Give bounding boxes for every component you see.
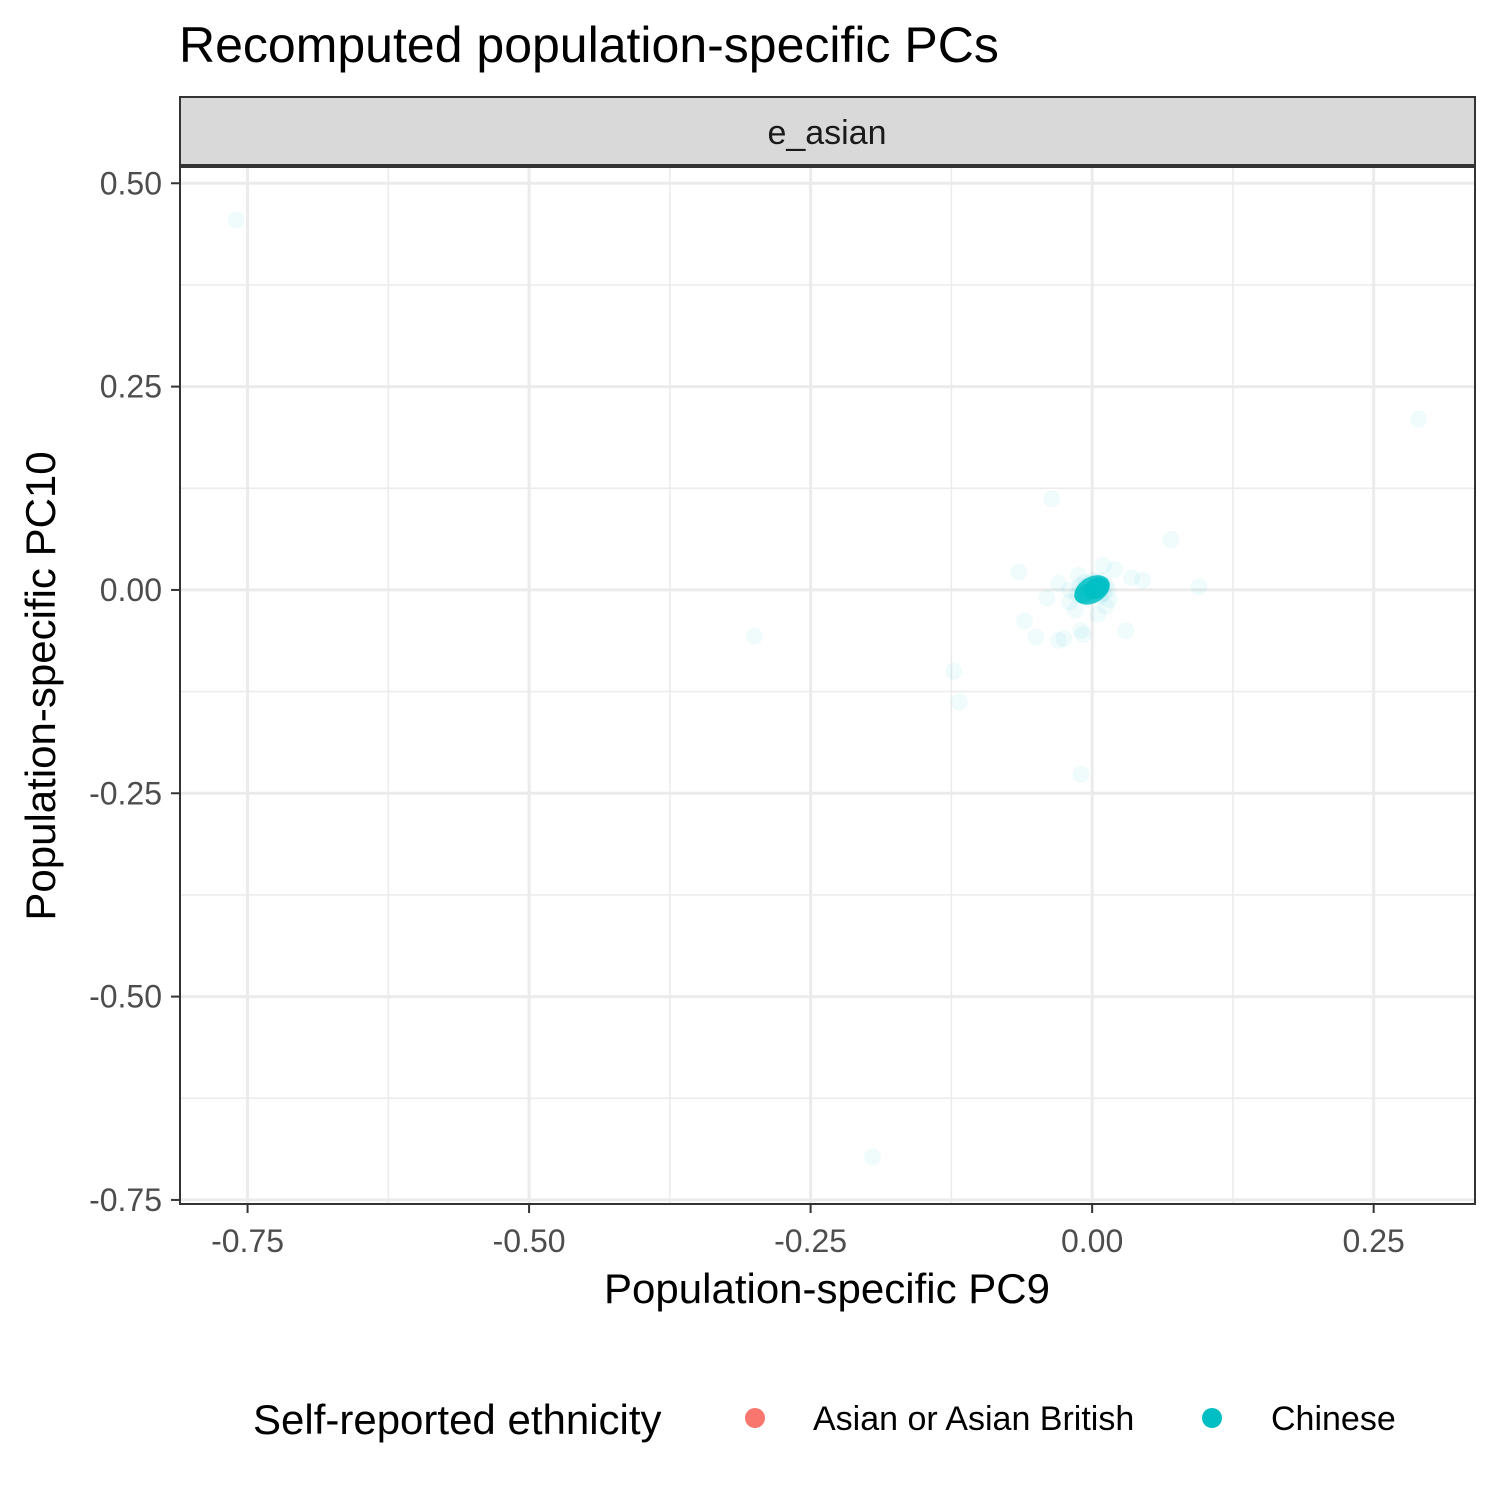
data-point [745,627,763,645]
facet-strip [179,96,1476,166]
data-point [1162,531,1180,549]
data-point [1010,563,1028,581]
data-point [1072,622,1090,640]
data-point [1027,628,1045,646]
legend-key-asian-or-asian-british [745,1408,765,1428]
data-point [1055,630,1073,648]
data-point [1061,593,1079,611]
x-tick-label: -0.50 [493,1223,566,1259]
x-tick-label: 0.00 [1061,1223,1123,1259]
y-tick-label: -0.75 [89,1182,162,1218]
x-axis-title: Population-specific PC9 [604,1265,1050,1312]
data-point [1074,626,1092,644]
data-point [1016,612,1034,630]
data-point [1117,622,1135,640]
data-point [1061,581,1079,599]
y-tick-label: -0.25 [89,775,162,811]
legend-label-chinese: Chinese [1271,1400,1396,1438]
legend: Self-reported ethnicity Asian or Asian B… [253,1396,1396,1443]
data-point [1070,566,1088,584]
data-point [1038,589,1056,607]
panel-border [179,166,1476,1205]
major-gridlines [180,167,1475,1204]
data-point [1049,574,1067,592]
legend-title: Self-reported ethnicity [253,1396,662,1443]
data-point [1089,605,1107,623]
y-axis-title: Population-specific PC10 [17,451,64,920]
y-tick-label: 0.00 [100,572,162,608]
data-point [1106,561,1124,579]
data-point [945,662,963,680]
y-axis: 0.50 0.25 0.00 -0.25 -0.50 -0.75 [89,165,180,1218]
data-point [1410,410,1428,428]
minor-gridlines [180,167,1475,1204]
x-tick-label: -0.75 [211,1223,284,1259]
data-point [1190,578,1208,596]
data-point [1097,597,1115,615]
data-point [1134,571,1152,589]
data-point-cluster [1074,583,1097,604]
legend-label-asian-or-asian-british: Asian or Asian British [813,1400,1134,1438]
data-point [1043,490,1061,508]
data-point [1066,601,1084,619]
data-point [227,211,245,229]
data-point [864,1148,882,1166]
chart-title: Recomputed population-specific PCs [179,17,999,73]
legend-key-chinese [1202,1408,1222,1428]
x-tick-label: -0.25 [774,1223,847,1259]
y-tick-label: -0.50 [89,979,162,1015]
data-point [1094,557,1112,575]
data-point [1049,631,1067,649]
x-tick-label: 0.25 [1343,1223,1405,1259]
data-point [950,693,968,711]
y-tick-label: 0.25 [100,369,162,405]
data-points [227,211,1428,1166]
x-axis: -0.75 -0.50 -0.25 0.00 0.25 [211,1204,1405,1259]
y-tick-label: 0.50 [100,165,162,201]
data-point [1072,766,1090,784]
facet-label: e_asian [767,114,886,152]
data-point [1123,569,1141,587]
plot-panel [180,167,1475,1204]
